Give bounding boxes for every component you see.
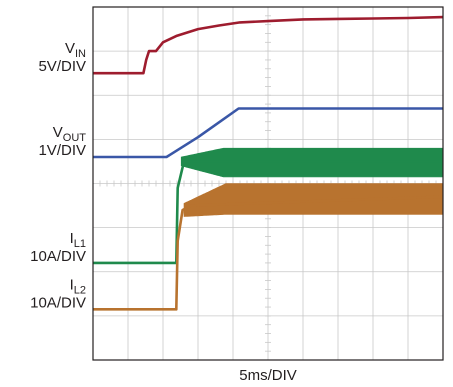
trace-il2 (93, 195, 444, 311)
trace-vin (93, 15, 444, 75)
channel-scale: 10A/DIV (30, 248, 86, 265)
trace-il1 (93, 160, 443, 265)
channel-name: VOUT (53, 124, 87, 144)
channel-scale: 10A/DIV (30, 294, 86, 311)
channel-scale: 1V/DIV (38, 142, 86, 159)
channel-scale: 5V/DIV (38, 58, 86, 75)
plot-frame (92, 6, 444, 361)
channel-name: IL2 (70, 276, 86, 296)
traces (93, 15, 444, 311)
x-axis-label: 5ms/DIV (239, 367, 297, 384)
channel-name: VIN (65, 40, 86, 60)
trace-vout (93, 107, 443, 159)
channel-name: IL1 (70, 230, 86, 250)
